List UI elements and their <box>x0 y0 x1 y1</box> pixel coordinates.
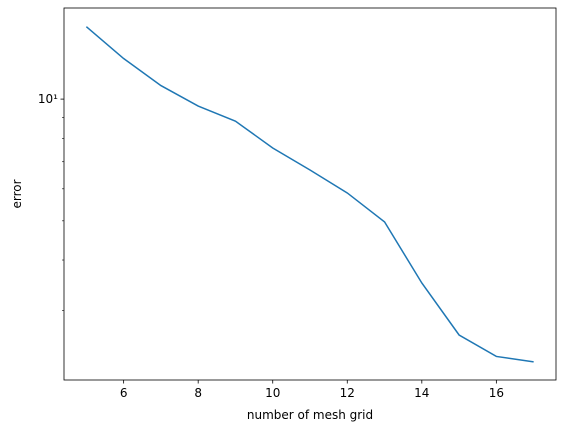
x-tick-label: 16 <box>489 386 504 400</box>
y-tick-label: 10¹ <box>38 92 58 106</box>
x-tick-label: 10 <box>265 386 280 400</box>
plot-frame <box>63 7 557 381</box>
line-series <box>85 26 534 363</box>
x-tick-label: 8 <box>194 386 202 400</box>
x-axis-label: number of mesh grid <box>247 408 373 422</box>
y-axis-label: error <box>10 179 24 208</box>
x-tick-label: 12 <box>340 386 355 400</box>
x-tick-label: 14 <box>414 386 429 400</box>
x-tick-label: 6 <box>120 386 128 400</box>
